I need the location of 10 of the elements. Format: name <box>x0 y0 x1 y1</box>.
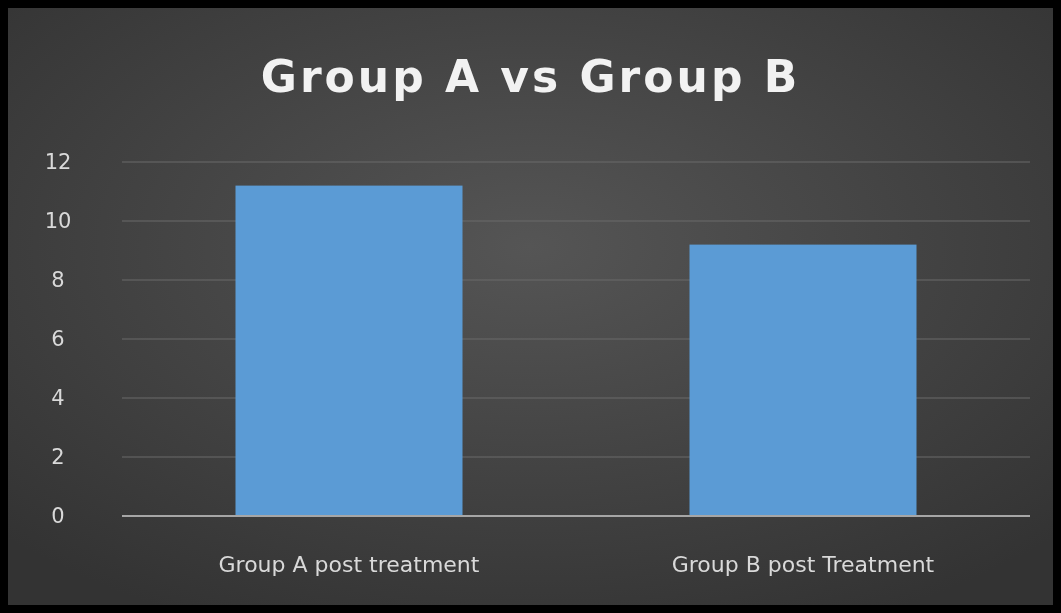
y-tick-label: 8 <box>51 268 65 293</box>
y-tick-label: 6 <box>51 327 65 352</box>
y-tick-label: 12 <box>44 150 72 175</box>
y-tick-label: 4 <box>51 386 65 411</box>
y-tick-label: 10 <box>44 209 72 234</box>
x-tick-label: Group B post Treatment <box>671 552 935 577</box>
x-tick-label: Group A post treatment <box>218 552 480 577</box>
y-tick-label: 0 <box>51 504 65 529</box>
chart-title: Group A vs Group B <box>260 51 801 102</box>
y-tick-label: 2 <box>51 445 65 470</box>
